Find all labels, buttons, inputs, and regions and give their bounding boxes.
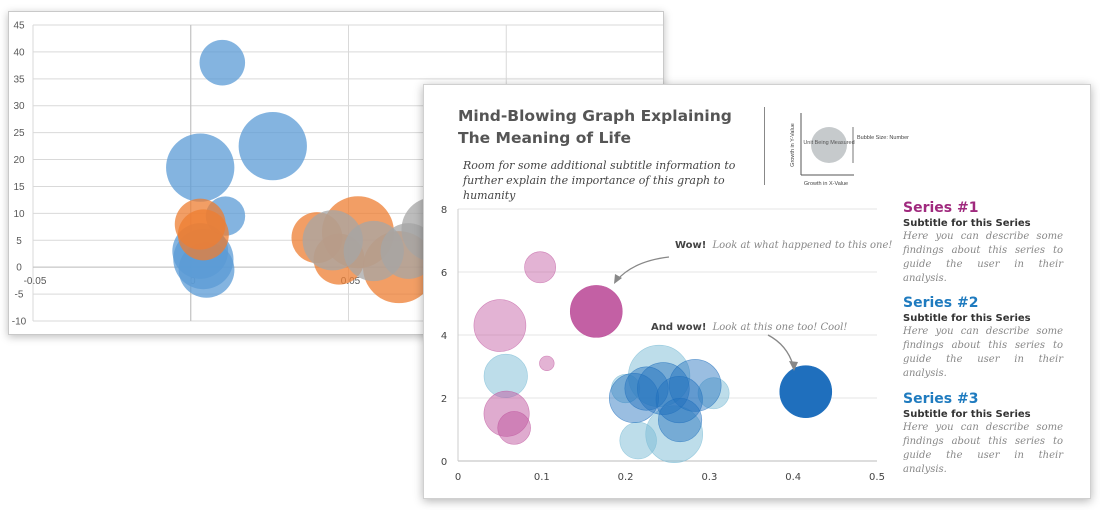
legend-series-3: Series #3 Subtitle for this Series Here … [903,391,1063,477]
front-y-tick-label: 6 [441,268,447,279]
front-bubble-series-2 [637,362,690,415]
legend-series-2-subtitle: Subtitle for this Series [903,313,1031,324]
legend-series-1-title: Series #1 [903,200,979,216]
front-bubble-series-1 [524,251,557,284]
key-x-label: Growth in X-Value [804,181,848,187]
annotation-1-text: Look at what happened to this one! [712,240,893,251]
front-y-tick-label: 0 [441,457,447,468]
front-bubble-series-3 [619,421,657,460]
front-x-tick-label: 0.2 [618,472,634,483]
front-bubble-series-1 [569,285,623,338]
key-y-label: Growth in Y-Value [790,123,796,167]
legend-series-3-subtitle: Subtitle for this Series [903,409,1031,420]
back-y-tick-label: -10 [12,317,27,328]
front-x-tick-label: 0.1 [534,472,550,483]
legend-series-3-title: Series #3 [903,391,979,407]
back-y-tick-label: 5 [16,236,22,247]
back-y-tick-label: 35 [13,74,25,85]
infographic-bubble-chart: Unit Being Measured Growth in Y-Value Gr… [441,113,909,483]
annotation-1: Wow! Look at what happened to this one! [675,240,892,251]
front-bubble-series-2 [658,397,703,443]
annotation-2-arrowhead [789,361,798,371]
annotation-1-bold: Wow! [675,240,706,251]
legend-series-2-title: Series #2 [903,295,979,311]
front-y-tick-label: 4 [441,331,447,342]
back-y-tick-label: 40 [13,47,25,58]
legend-series-1-subtitle: Subtitle for this Series [903,218,1031,229]
front-bubble-series-1 [473,299,527,352]
bubble-key: Unit Being Measured Growth in Y-Value Gr… [790,113,909,187]
annotation-2-bold: And wow! [651,322,706,333]
legend-series-1: Series #1 Subtitle for this Series Here … [903,200,1063,286]
back-bubble-series-1 [238,111,307,181]
back-bubble-series-1 [166,133,235,202]
chart-title: Mind-Blowing Graph Explaining The Meanin… [458,107,732,147]
back-y-tick-label: 15 [13,182,25,193]
back-y-tick-label: 10 [13,209,25,220]
annotation-2: And wow! Look at this one too! Cool! [651,322,847,333]
front-bubble-series-2 [655,376,703,424]
front-bubble-series-2 [779,365,833,419]
back-bubble-series-1 [199,39,246,86]
legend-series-2: Series #2 Subtitle for this Series Here … [903,295,1063,381]
front-y-tick-label: 8 [441,205,447,216]
back-bubble-series-3 [380,223,437,279]
back-y-tick-label: 0 [16,263,22,274]
annotation-2-text: Look at this one too! Cool! [712,322,848,333]
legend-series-3-description: Here you can describe some findings abou… [903,422,1063,475]
back-x-tick-label: -0.05 [24,276,47,287]
key-bubble [811,127,847,163]
back-y-tick-label: 25 [13,128,25,139]
front-bubble-series-1 [497,411,531,445]
annotation-1-arrow [616,256,670,281]
key-unit-label: Unit Being Measured [803,140,854,146]
plot-area: 0 2 4 6 8 0 0.1 0.2 0.3 0.4 0.5 [441,205,885,483]
front-x-tick-label: 0.5 [869,472,885,483]
front-bubble-series-2 [624,366,669,411]
legend-series-1-description: Here you can describe some findings abou… [903,231,1063,284]
front-bubble-series-1 [539,355,555,372]
legend-series-2-description: Here you can describe some findings abou… [903,326,1063,379]
key-size-label: Bubble Size: Number [857,135,909,141]
key-divider [764,107,765,185]
back-y-tick-label: 20 [13,155,25,166]
front-x-tick-label: 0.3 [701,472,717,483]
front-x-tick-label: 0 [455,472,461,483]
annotation-1-arrowhead [614,274,622,284]
chart-subtitle: Room for some additional subtitle inform… [463,159,736,202]
infographic-panel: Mind-Blowing Graph Explaining The Meanin… [423,84,1091,499]
back-y-tick-label: 30 [13,101,25,112]
front-y-tick-label: 2 [441,394,447,405]
back-bubble-series-2 [177,209,229,261]
annotation-2-arrow [767,334,794,366]
back-y-tick-label: -5 [15,290,24,301]
back-y-tick-label: 45 [13,21,25,32]
front-x-tick-label: 0.4 [785,472,801,483]
